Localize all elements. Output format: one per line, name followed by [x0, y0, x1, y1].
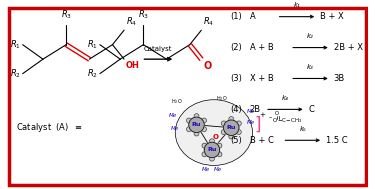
Text: A + B: A + B: [250, 43, 273, 52]
Circle shape: [221, 121, 226, 126]
Circle shape: [236, 130, 241, 135]
Text: A: A: [250, 12, 255, 21]
Text: $R_4$: $R_4$: [126, 16, 137, 28]
Text: (3): (3): [230, 74, 242, 83]
Text: 2B + X: 2B + X: [334, 43, 363, 52]
Text: Ru: Ru: [226, 125, 236, 130]
Text: X + B: X + B: [250, 74, 273, 83]
Circle shape: [202, 152, 207, 157]
Text: Catalyst: Catalyst: [144, 46, 172, 52]
Text: 2B: 2B: [250, 105, 261, 114]
Text: Me: Me: [246, 109, 255, 114]
Text: k₃: k₃: [307, 64, 314, 70]
Text: Ru: Ru: [207, 147, 217, 153]
Text: O: O: [274, 111, 279, 116]
Text: H$_2$O: H$_2$O: [216, 94, 227, 103]
Circle shape: [202, 143, 207, 148]
Circle shape: [217, 152, 222, 157]
Circle shape: [204, 142, 220, 158]
Text: +: +: [259, 112, 265, 118]
Text: Me: Me: [246, 120, 255, 125]
Circle shape: [186, 127, 191, 132]
Text: ]: ]: [254, 116, 261, 134]
Text: OH: OH: [126, 61, 140, 70]
Text: B + X: B + X: [320, 12, 344, 21]
Text: k₂: k₂: [307, 33, 314, 39]
Text: Me: Me: [214, 167, 222, 172]
Text: O: O: [213, 134, 219, 140]
Text: $^-$O$-$C$-$CH$_3$: $^-$O$-$C$-$CH$_3$: [268, 117, 303, 125]
Text: 3B: 3B: [334, 74, 345, 83]
Text: Catalyst  (A)  $\equiv$: Catalyst (A) $\equiv$: [16, 121, 83, 134]
Text: (1): (1): [230, 12, 242, 21]
Text: H$_2$O: H$_2$O: [171, 97, 183, 106]
Text: 1.5 C: 1.5 C: [326, 136, 348, 145]
Text: k₁: k₁: [294, 2, 300, 8]
Text: Me: Me: [202, 167, 210, 172]
Text: C: C: [309, 105, 314, 114]
Circle shape: [236, 121, 241, 126]
Circle shape: [210, 139, 214, 144]
Circle shape: [194, 114, 199, 119]
Text: $R_1$: $R_1$: [10, 38, 21, 51]
Circle shape: [217, 143, 222, 148]
Circle shape: [202, 118, 207, 123]
Text: (5): (5): [230, 136, 242, 145]
Circle shape: [210, 156, 214, 161]
Text: k₅: k₅: [299, 126, 306, 132]
Text: $R_3$: $R_3$: [138, 9, 149, 22]
Circle shape: [186, 118, 191, 123]
Circle shape: [189, 117, 204, 132]
Text: $R_4$: $R_4$: [203, 16, 214, 28]
Circle shape: [229, 117, 234, 122]
Circle shape: [202, 127, 207, 132]
Text: $R_2$: $R_2$: [10, 67, 21, 80]
Text: $R_3$: $R_3$: [60, 9, 72, 22]
Text: Me: Me: [171, 126, 179, 131]
Circle shape: [194, 131, 199, 136]
Circle shape: [224, 120, 239, 136]
Text: B + C: B + C: [250, 136, 273, 145]
Text: Ru: Ru: [192, 122, 201, 127]
Text: k₄: k₄: [282, 95, 289, 101]
Text: Me: Me: [169, 113, 177, 118]
Circle shape: [229, 134, 234, 139]
Circle shape: [221, 130, 226, 135]
Text: O: O: [203, 61, 211, 71]
Text: $R_2$: $R_2$: [87, 67, 98, 80]
Text: (4): (4): [230, 105, 242, 114]
Text: $R_1$: $R_1$: [87, 38, 98, 51]
Ellipse shape: [175, 100, 252, 165]
Text: (2): (2): [230, 43, 242, 52]
